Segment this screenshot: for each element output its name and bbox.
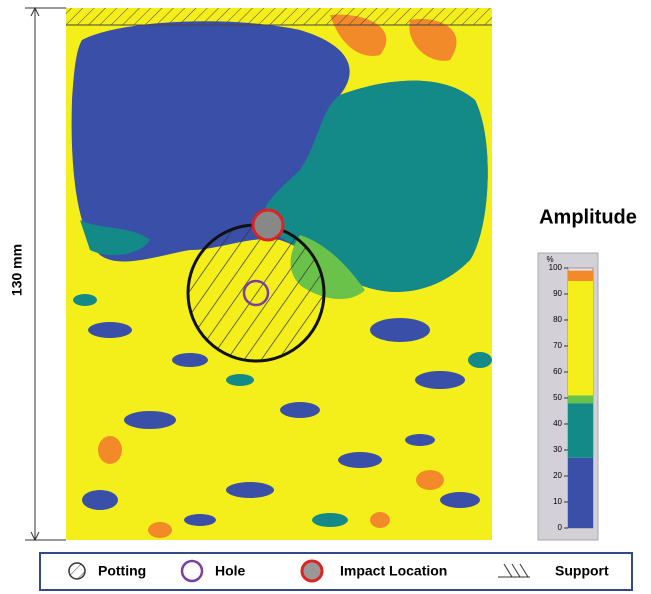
- potting-icon: [68, 562, 86, 580]
- colorbar-title: Amplitude: [539, 206, 637, 228]
- legend-label: Potting: [98, 563, 146, 579]
- colorbar-segment: [568, 270, 593, 281]
- dimension-label: 130 mm: [9, 244, 25, 296]
- colorbar-segment: [568, 403, 593, 458]
- tick-label: 0: [558, 523, 563, 532]
- colorbar-unit: %: [546, 255, 553, 264]
- tick-label: 80: [553, 315, 562, 324]
- colorbar-segment: [568, 281, 593, 396]
- tick-label: 30: [553, 445, 562, 454]
- tick-label: 10: [553, 497, 562, 506]
- support-icon: [498, 563, 530, 578]
- colorbar-segment: [568, 457, 593, 528]
- legend-box: [39, 552, 633, 591]
- tick-label: 90: [553, 289, 562, 298]
- tick-label: 20: [553, 471, 562, 480]
- legend-label: Support: [555, 563, 609, 579]
- legend-label: Hole: [215, 563, 246, 579]
- tick-label: 60: [553, 367, 562, 376]
- legend-label: Impact Location: [340, 563, 447, 579]
- dimension: [25, 6, 66, 542]
- colorbar: 0 10 20 30 40 50 60 70 80 90 100: [549, 263, 594, 532]
- scan-map: [66, 8, 492, 540]
- tick-label: 100: [549, 263, 563, 272]
- tick-label: 50: [553, 393, 562, 402]
- impact-icon: [300, 559, 324, 583]
- tick-label: 70: [553, 341, 562, 350]
- hole-icon: [180, 559, 204, 583]
- colorbar-segment: [568, 395, 593, 404]
- tick-label: 40: [553, 419, 562, 428]
